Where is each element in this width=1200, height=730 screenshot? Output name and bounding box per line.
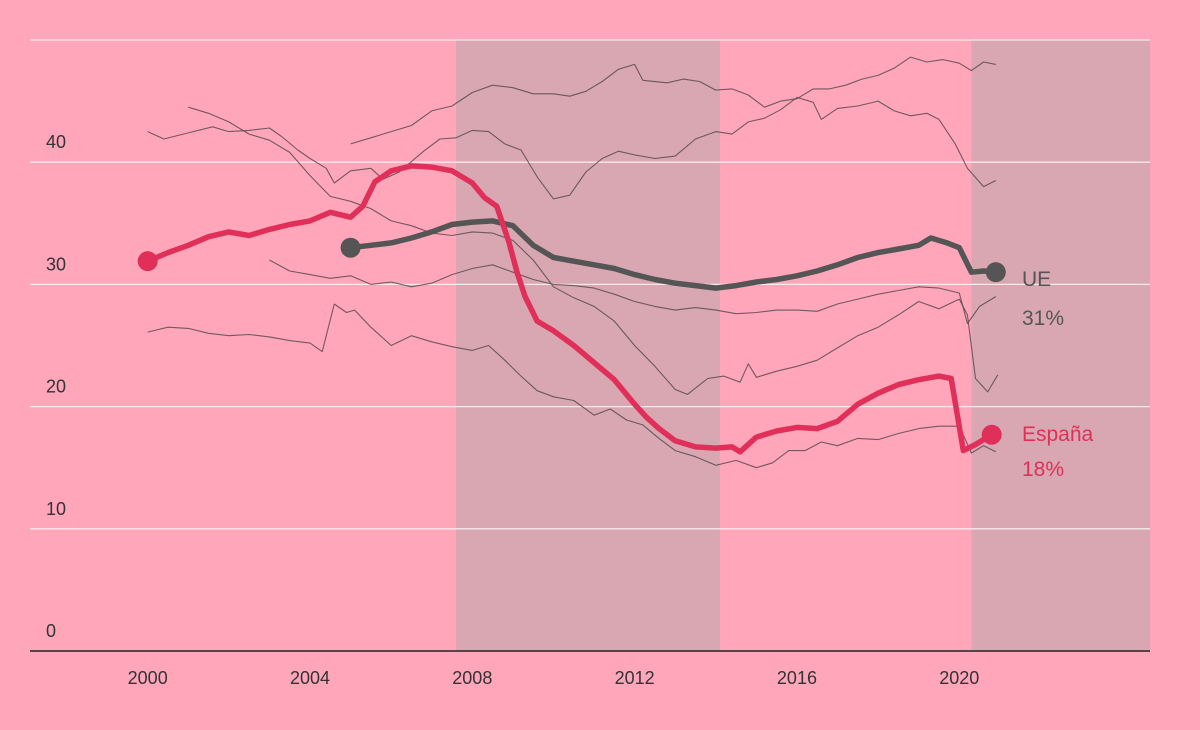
comparison-line-4 [147, 303, 997, 469]
highlighted-lines [137, 163, 1006, 455]
espana-label: España [1022, 423, 1094, 446]
espana-end-dot [981, 424, 1002, 445]
y-tick-label: 0 [46, 621, 56, 641]
shaded-periods [456, 40, 1150, 651]
comparison-line-5 [269, 259, 997, 325]
x-tick-label: 2004 [290, 668, 330, 688]
comparison-line-3 [350, 56, 996, 145]
x-tick-label: 2000 [128, 668, 168, 688]
x-tick-label: 2012 [615, 668, 655, 688]
espana-value-label: 18% [1022, 458, 1064, 481]
y-axis-ticks: 0 10 20 30 40 [46, 132, 66, 641]
y-tick-label: 10 [46, 499, 66, 519]
comparison-line-2 [188, 106, 999, 395]
comparison-lines [147, 56, 999, 469]
espana-start-dot [137, 251, 158, 272]
gridlines [30, 39, 1150, 530]
ue-line [347, 218, 999, 291]
shaded-period-1 [456, 40, 720, 651]
comparison-line-1 [147, 96, 997, 200]
x-tick-label: 2008 [452, 668, 492, 688]
ue-label: UE [1022, 268, 1051, 291]
ue-start-dot [340, 237, 361, 258]
y-tick-label: 40 [46, 132, 66, 152]
x-tick-label: 2020 [939, 668, 979, 688]
x-axis-ticks: 2000 2004 2008 2012 2016 2020 [128, 668, 980, 688]
ue-value-label: 31% [1022, 307, 1064, 330]
shaded-period-2 [971, 40, 1150, 651]
y-tick-label: 20 [46, 377, 66, 397]
ue-end-dot [985, 262, 1006, 283]
x-tick-label: 2016 [777, 668, 817, 688]
espana-line [144, 163, 995, 455]
y-tick-label: 30 [46, 254, 66, 274]
